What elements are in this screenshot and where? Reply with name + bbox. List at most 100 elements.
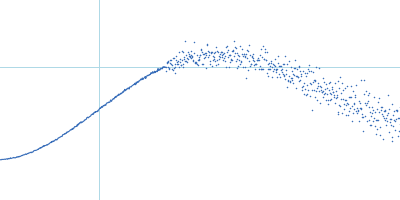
Point [378, 113, 385, 116]
Point [242, 56, 248, 59]
Point [282, 55, 288, 58]
Point [396, 105, 400, 109]
Point [184, 51, 191, 54]
Point [326, 88, 332, 92]
Point [218, 50, 224, 53]
Point [222, 54, 228, 57]
Point [203, 51, 210, 54]
Point [345, 103, 351, 106]
Point [336, 103, 343, 107]
Point [211, 56, 218, 59]
Point [278, 67, 285, 70]
Point [343, 98, 349, 101]
Point [163, 60, 170, 63]
Point [190, 59, 196, 62]
Point [313, 89, 320, 92]
Point [305, 88, 312, 92]
Point [372, 132, 379, 136]
Point [354, 111, 360, 115]
Point [280, 73, 287, 76]
Point [366, 91, 373, 95]
Point [190, 59, 196, 62]
Point [300, 84, 306, 87]
Point [292, 67, 298, 70]
Point [241, 53, 247, 56]
Point [359, 113, 366, 116]
Point [170, 69, 176, 72]
Point [312, 78, 318, 81]
Point [199, 62, 206, 66]
Point [328, 98, 334, 101]
Point [208, 64, 215, 68]
Point [192, 61, 198, 64]
Point [286, 59, 292, 62]
Point [246, 59, 252, 62]
Point [395, 130, 400, 133]
Point [271, 64, 278, 68]
Point [394, 108, 400, 111]
Point [227, 53, 234, 57]
Point [341, 107, 347, 110]
Point [376, 97, 382, 100]
Point [310, 80, 316, 84]
Point [386, 108, 392, 111]
Point [232, 45, 238, 48]
Point [329, 85, 335, 88]
Point [336, 86, 342, 90]
Point [179, 50, 186, 54]
Point [354, 106, 360, 110]
Point [204, 44, 210, 47]
Point [167, 61, 174, 64]
Point [206, 53, 212, 56]
Point [335, 110, 341, 113]
Point [270, 63, 276, 66]
Point [206, 60, 213, 63]
Point [343, 114, 350, 117]
Point [383, 116, 389, 119]
Point [294, 76, 301, 79]
Point [388, 139, 395, 142]
Point [368, 115, 374, 118]
Point [334, 80, 341, 83]
Point [350, 89, 356, 92]
Point [382, 118, 388, 122]
Point [374, 119, 381, 122]
Point [213, 45, 219, 49]
Point [329, 87, 336, 90]
Point [208, 51, 214, 55]
Point [282, 78, 288, 81]
Point [334, 96, 340, 99]
Point [259, 68, 266, 71]
Point [211, 57, 217, 60]
Point [204, 43, 211, 46]
Point [248, 62, 254, 66]
Point [316, 89, 322, 92]
Point [276, 75, 283, 78]
Point [245, 69, 251, 72]
Point [294, 67, 300, 70]
Point [392, 118, 399, 121]
Point [221, 51, 228, 54]
Point [286, 75, 292, 78]
Point [266, 67, 273, 70]
Point [324, 87, 330, 90]
Point [273, 69, 280, 72]
Point [235, 53, 241, 56]
Point [276, 73, 282, 76]
Point [212, 60, 219, 63]
Point [395, 134, 400, 137]
Point [168, 62, 174, 66]
Point [260, 44, 266, 47]
Point [219, 53, 225, 56]
Point [302, 93, 309, 96]
Point [241, 55, 248, 58]
Point [320, 90, 326, 93]
Point [168, 67, 175, 70]
Point [264, 72, 270, 75]
Point [349, 111, 356, 114]
Point [217, 51, 224, 54]
Point [214, 59, 220, 62]
Point [310, 88, 317, 91]
Point [163, 70, 169, 73]
Point [224, 55, 231, 59]
